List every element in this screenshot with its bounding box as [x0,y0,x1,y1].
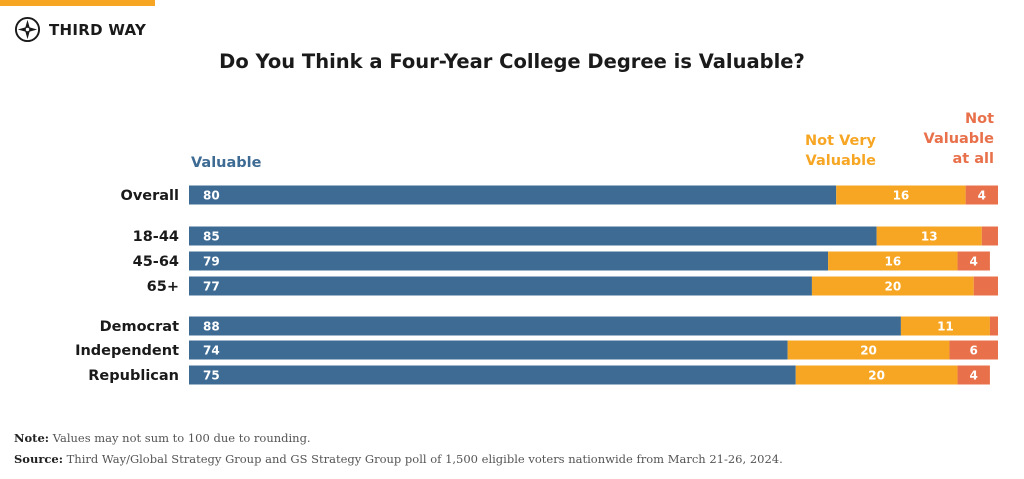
data-label-not-very-valuable-democrat: 11 [937,320,954,334]
category-label-democrat: Democrat [100,319,179,335]
bar-not-valuable-at-all-65 [973,276,998,296]
bar-not-valuable-at-all-45-64 [957,251,990,271]
legend-valuable: Valuable [191,153,261,173]
compass-icon [14,16,41,43]
bar-valuable-45-64 [189,251,829,271]
brand-name: THIRD WAY [49,20,147,39]
category-label-republican: Republican [88,368,179,384]
legend-valuable-line: Valuable [191,155,262,171]
bar-not-very-valuable-overall [836,185,966,205]
data-label-not-valuable-at-all-overall: 4 [978,189,986,203]
data-label-not-very-valuable-republican: 20 [868,369,885,383]
legend-not-very-line-2: Valuable [805,153,876,169]
bar-valuable-independent [189,340,788,360]
note: Note: Values may not sum to 100 due to r… [14,431,311,445]
note-text: Values may not sum to 100 due to roundin… [49,431,311,445]
data-label-not-very-valuable-independent: 20 [860,344,877,358]
data-label-valuable-65: 77 [203,280,220,294]
bar-not-valuable-at-all-democrat [989,316,998,336]
legend-not-valuable: Not Valuable at all [924,109,994,169]
bar-not-valuable-at-all-18-44 [981,226,998,246]
bar-not-very-valuable-democrat [900,316,990,336]
bar-not-very-valuable-independent [787,340,950,360]
data-label-valuable-overall: 80 [203,189,220,203]
data-label-not-very-valuable-45-64: 16 [884,255,901,269]
chart-title: Do You Think a Four-Year College Degree … [219,50,805,73]
bar-not-valuable-at-all-republican [957,365,990,385]
legend-not-line-1: Not [964,111,994,127]
bar-not-very-valuable-45-64 [828,251,958,271]
data-label-valuable-independent: 74 [203,344,220,358]
source-text: Third Way/Global Strategy Group and GS S… [62,452,783,466]
data-label-valuable-republican: 75 [203,369,220,383]
data-label-valuable-45-64: 79 [203,255,220,269]
legend-not-line-2: Valuable [923,131,994,147]
legend-not-very-valuable: Not Very Valuable [805,131,876,171]
legend-not-line-3: at all [952,151,995,167]
bar-not-valuable-at-all-overall [965,185,998,205]
category-label-45-64: 45-64 [133,254,179,270]
category-label-overall: Overall [121,188,180,204]
data-label-valuable-democrat: 88 [203,320,220,334]
bar-valuable-18-44 [189,226,877,246]
bar-not-very-valuable-18-44 [876,226,982,246]
top-accent-bar [0,0,155,6]
bar-valuable-democrat [189,316,901,336]
data-label-not-valuable-at-all-45-64: 4 [970,255,978,269]
note-label: Note: [14,431,50,445]
bar-valuable-65 [189,276,812,296]
data-label-not-valuable-at-all-independent: 6 [970,344,978,358]
data-label-not-very-valuable-overall: 16 [893,189,910,203]
bar-valuable-overall [189,185,837,205]
bar-not-very-valuable-65 [811,276,974,296]
category-label-18-44: 18-44 [133,229,179,245]
data-label-not-very-valuable-18-44: 13 [921,230,938,244]
category-label-65: 65+ [147,279,179,295]
category-label-independent: Independent [75,343,179,359]
data-label-not-valuable-at-all-republican: 4 [970,369,978,383]
legend-not-very-line-1: Not Very [805,133,876,149]
data-label-valuable-18-44: 85 [203,230,220,244]
source-label: Source: [14,452,63,466]
bar-not-valuable-at-all-independent [949,340,998,360]
data-label-not-very-valuable-65: 20 [884,280,901,294]
bar-not-very-valuable-republican [795,365,958,385]
bar-valuable-republican [189,365,796,385]
source-note: Source: Third Way/Global Strategy Group … [14,452,783,466]
brand-logo: THIRD WAY [14,16,146,43]
